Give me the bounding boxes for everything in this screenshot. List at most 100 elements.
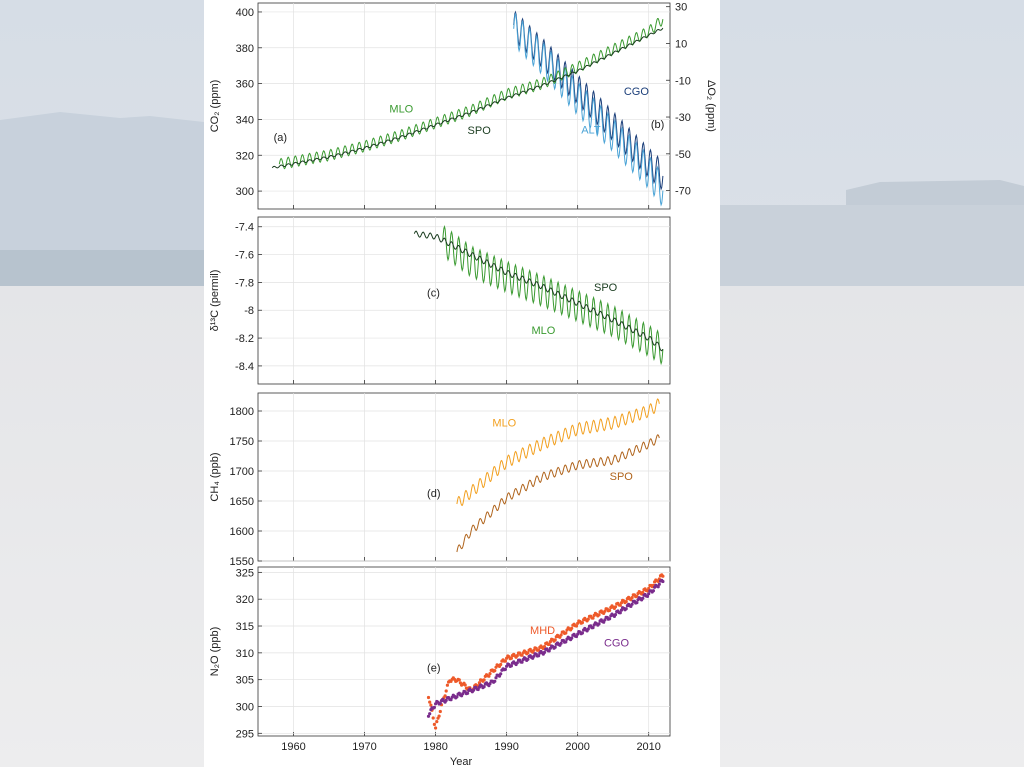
data-point bbox=[608, 608, 612, 613]
data-point bbox=[532, 654, 536, 658]
series-line-alt bbox=[513, 12, 664, 207]
x-axis-label: Year bbox=[450, 756, 473, 767]
data-point bbox=[613, 605, 618, 609]
y-tick-label: 1550 bbox=[230, 556, 254, 568]
data-point bbox=[449, 698, 453, 702]
y-tick-label: 305 bbox=[236, 675, 254, 687]
data-point bbox=[586, 617, 590, 621]
data-point bbox=[437, 714, 441, 718]
data-point bbox=[455, 695, 459, 699]
x-tick-label: 1970 bbox=[352, 741, 376, 753]
x-tick-label: 2010 bbox=[636, 741, 660, 753]
data-point bbox=[661, 579, 665, 584]
data-point bbox=[537, 654, 541, 658]
figure-sheet bbox=[204, 0, 720, 767]
data-point bbox=[509, 656, 513, 660]
data-point bbox=[438, 701, 442, 706]
series-annotation: (c) bbox=[427, 287, 440, 299]
data-point bbox=[661, 574, 665, 578]
y-tick-label: 380 bbox=[236, 43, 254, 55]
data-point bbox=[499, 662, 503, 667]
data-point bbox=[618, 611, 622, 615]
series-annotation: ALT bbox=[581, 125, 601, 137]
data-point bbox=[428, 700, 432, 704]
data-point bbox=[444, 698, 448, 703]
series-annotation: MLO bbox=[492, 418, 516, 430]
y-axis-label-d: CH₄ (ppb) bbox=[209, 452, 221, 501]
series-line-spo bbox=[456, 434, 660, 553]
data-point bbox=[559, 633, 563, 637]
data-point bbox=[548, 640, 552, 644]
data-point bbox=[471, 688, 476, 692]
y-tick-label: 320 bbox=[236, 150, 254, 162]
data-point bbox=[542, 645, 547, 649]
data-point bbox=[503, 659, 507, 663]
data-point bbox=[520, 660, 524, 664]
series-line-mlo bbox=[456, 398, 660, 507]
data-point bbox=[576, 632, 580, 636]
y-axis-label-c: δ¹³C (permil) bbox=[209, 270, 221, 332]
x-tick-label: 2000 bbox=[565, 741, 589, 753]
data-point bbox=[435, 720, 439, 724]
data-point bbox=[580, 631, 584, 635]
series-annotation: (d) bbox=[427, 488, 440, 500]
series-annotation: MHD bbox=[530, 625, 555, 637]
data-point bbox=[432, 722, 436, 727]
data-point bbox=[515, 661, 519, 665]
series-annotation: MLO bbox=[389, 103, 413, 115]
data-point bbox=[608, 617, 612, 621]
x-tick-label: 1960 bbox=[281, 741, 305, 753]
data-point bbox=[603, 609, 607, 613]
x-tick-label: 1990 bbox=[494, 741, 518, 753]
series-annotation: CGO bbox=[624, 86, 650, 98]
y-tick-label: -8 bbox=[244, 305, 254, 317]
data-point bbox=[580, 621, 584, 625]
data-point bbox=[574, 634, 579, 639]
panel-frame-1 bbox=[257, 2, 671, 210]
data-point bbox=[429, 703, 433, 707]
data-point bbox=[499, 672, 503, 676]
data-point bbox=[526, 657, 530, 661]
data-point bbox=[559, 641, 563, 645]
data-point bbox=[488, 672, 492, 676]
y2-tick-label: 30 bbox=[675, 2, 687, 14]
y-tick-label: 310 bbox=[236, 648, 254, 660]
data-point bbox=[630, 602, 634, 606]
series-annotation: (b) bbox=[651, 119, 664, 131]
series-annotation: SPO bbox=[610, 471, 634, 483]
data-point bbox=[553, 645, 557, 649]
data-point bbox=[493, 669, 497, 673]
data-point bbox=[618, 603, 622, 607]
y-tick-label: 1800 bbox=[230, 406, 254, 418]
data-point bbox=[457, 678, 461, 682]
series-annotation: (e) bbox=[427, 663, 440, 675]
data-point bbox=[443, 694, 447, 698]
series-line-mlo bbox=[278, 17, 664, 170]
data-point bbox=[564, 631, 568, 635]
series-annotation: (a) bbox=[274, 132, 287, 144]
y2-tick-label: -10 bbox=[675, 75, 691, 87]
y-tick-label: 1650 bbox=[230, 496, 254, 508]
data-point bbox=[509, 664, 513, 668]
data-point bbox=[647, 586, 651, 591]
data-point bbox=[476, 687, 480, 692]
data-point bbox=[591, 616, 595, 620]
y-tick-label: -8.4 bbox=[235, 361, 254, 373]
data-point bbox=[645, 594, 650, 599]
y-tick-label: 340 bbox=[236, 114, 254, 126]
data-point bbox=[635, 594, 639, 598]
y-tick-label: 360 bbox=[236, 79, 254, 91]
data-point bbox=[461, 692, 465, 696]
panel-frame-2 bbox=[257, 216, 671, 385]
series-line-spo bbox=[271, 27, 664, 169]
y-tick-label: -7.8 bbox=[235, 277, 254, 289]
series-line-mlo bbox=[442, 225, 664, 366]
data-point bbox=[603, 618, 607, 622]
data-point bbox=[657, 582, 661, 586]
data-point bbox=[537, 648, 541, 652]
series-points-cgo bbox=[426, 578, 665, 718]
data-point bbox=[426, 695, 431, 700]
data-point bbox=[645, 589, 650, 593]
data-point bbox=[493, 679, 497, 683]
data-point bbox=[624, 600, 628, 604]
